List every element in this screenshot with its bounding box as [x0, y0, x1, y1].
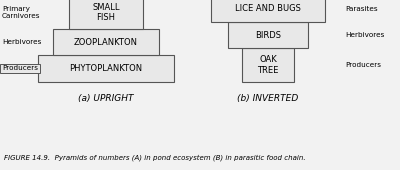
- FancyBboxPatch shape: [38, 55, 174, 82]
- Text: (b) INVERTED: (b) INVERTED: [237, 94, 299, 103]
- Text: FIGURE 14.9.  Pyramids of numbers (A) in pond ecosystem (B) in parasitic food ch: FIGURE 14.9. Pyramids of numbers (A) in …: [4, 155, 306, 161]
- FancyBboxPatch shape: [53, 29, 159, 55]
- Text: BIRDS: BIRDS: [255, 31, 281, 40]
- FancyBboxPatch shape: [69, 0, 143, 29]
- FancyBboxPatch shape: [242, 48, 294, 82]
- Text: Herbivores: Herbivores: [345, 32, 384, 38]
- Text: Herbivores: Herbivores: [2, 39, 41, 45]
- Text: PHYTOPLANKTON: PHYTOPLANKTON: [70, 64, 142, 73]
- Text: SMALL
FISH: SMALL FISH: [92, 3, 120, 22]
- FancyBboxPatch shape: [228, 22, 308, 48]
- Text: ZOOPLANKTON: ZOOPLANKTON: [74, 38, 138, 47]
- Text: LICE AND BUGS: LICE AND BUGS: [235, 4, 301, 13]
- Text: (a) UPRIGHT: (a) UPRIGHT: [78, 94, 134, 103]
- Text: Parasites: Parasites: [345, 6, 378, 12]
- Text: Producers: Producers: [2, 65, 38, 71]
- Text: Primary
Carnivores: Primary Carnivores: [2, 6, 40, 19]
- Text: OAK
TREE: OAK TREE: [257, 55, 279, 75]
- Text: Producers: Producers: [345, 62, 381, 68]
- FancyBboxPatch shape: [211, 0, 325, 22]
